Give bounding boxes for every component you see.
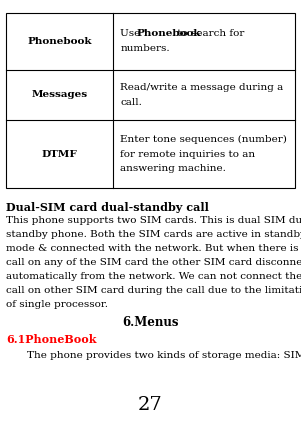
Text: to search for: to search for — [174, 30, 244, 38]
Bar — [6, 13, 295, 188]
Text: Phonebook: Phonebook — [27, 37, 92, 46]
Text: Phonebook: Phonebook — [136, 30, 200, 38]
Text: call on other SIM card during the call due to the limitation: call on other SIM card during the call d… — [6, 286, 301, 295]
Text: Dual-SIM card dual-standby call: Dual-SIM card dual-standby call — [6, 202, 209, 213]
Text: 6.1PhoneBook: 6.1PhoneBook — [6, 334, 97, 345]
Text: automatically from the network. We can not connect the: automatically from the network. We can n… — [6, 272, 301, 281]
Text: standby phone. Both the SIM cards are active in standby: standby phone. Both the SIM cards are ac… — [6, 230, 301, 239]
Text: of single processor.: of single processor. — [6, 300, 108, 308]
Text: mode & connected with the network. But when there is a: mode & connected with the network. But w… — [6, 244, 301, 253]
Text: Messages: Messages — [31, 90, 88, 100]
Text: The phone provides two kinds of storage media: SIM: The phone provides two kinds of storage … — [27, 351, 301, 360]
Text: call.: call. — [120, 97, 142, 107]
Text: call on any of the SIM card the other SIM card disconnects: call on any of the SIM card the other SI… — [6, 258, 301, 267]
Text: 6.Menus: 6.Menus — [122, 316, 179, 330]
Text: 27: 27 — [138, 395, 163, 414]
Text: This phone supports two SIM cards. This is dual SIM dual: This phone supports two SIM cards. This … — [6, 216, 301, 225]
Text: Read/write a message during a: Read/write a message during a — [120, 83, 284, 92]
Text: Enter tone sequences (number): Enter tone sequences (number) — [120, 135, 287, 144]
Text: numbers.: numbers. — [120, 44, 170, 53]
Text: DTMF: DTMF — [42, 149, 77, 159]
Text: for remote inquiries to an: for remote inquiries to an — [120, 149, 256, 159]
Text: answering machine.: answering machine. — [120, 164, 226, 173]
Text: Use: Use — [120, 30, 144, 38]
